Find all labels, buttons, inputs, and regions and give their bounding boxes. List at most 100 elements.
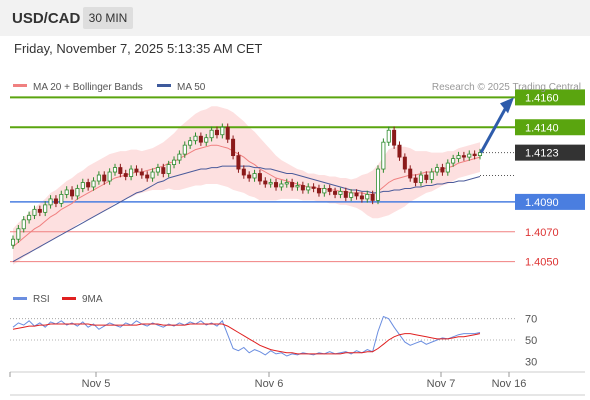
- candle-body: [150, 171, 155, 179]
- resistance-label: 1.4160: [525, 92, 559, 104]
- candle-body: [306, 186, 311, 191]
- bollinger-bands-layer: [13, 106, 480, 265]
- candle-body: [370, 194, 375, 201]
- candle-body: [274, 182, 279, 188]
- rsi-ma-line: [12, 323, 481, 355]
- resistance-tag: [515, 119, 585, 136]
- candle-body: [172, 159, 177, 165]
- candle-body: [37, 208, 42, 213]
- candle-body: [338, 191, 343, 195]
- moving-averages-layer: [12, 144, 481, 263]
- support-label: 1.4070: [525, 227, 559, 239]
- candle-body: [408, 168, 413, 179]
- resistance-label: 1.4140: [525, 122, 559, 134]
- current-price-tag: [515, 144, 585, 161]
- price-levels-layer: [10, 96, 515, 263]
- candle-body: [134, 168, 139, 173]
- candle-body: [27, 214, 32, 221]
- candle-body: [193, 135, 198, 142]
- x-tick-label: Nov 5: [82, 378, 111, 390]
- legend-label: MA 20 + Bollinger Bands: [33, 82, 143, 93]
- x-tick-label: Nov 6: [255, 378, 284, 390]
- support-label: 1.4050: [525, 257, 559, 269]
- candle-body: [182, 144, 187, 155]
- candle-body: [440, 167, 445, 173]
- candle-body: [231, 138, 236, 157]
- candle-body: [327, 188, 332, 192]
- candle-body: [397, 144, 402, 158]
- candle-body: [75, 188, 80, 197]
- header-bar: USD/CAD 30 MIN: [0, 0, 590, 36]
- x-axis: Nov 5 Nov 6 Nov 7 Nov 16: [9, 371, 585, 396]
- candle-body: [64, 189, 69, 195]
- candle-body: [48, 198, 53, 206]
- candle-body: [424, 174, 429, 180]
- candle-body: [59, 194, 64, 204]
- x-tick-label: Nov 7: [427, 378, 456, 390]
- candle-body: [435, 167, 440, 173]
- candles-layer: [10, 123, 483, 249]
- candle-body: [53, 198, 58, 204]
- timeframe-button[interactable]: 30 MIN: [83, 7, 133, 29]
- candle-body: [107, 171, 112, 182]
- candle-body: [21, 219, 26, 230]
- candle-body: [461, 155, 466, 158]
- candle-body: [96, 174, 101, 182]
- candle-body: [268, 182, 273, 185]
- candle-body: [311, 186, 316, 189]
- candle-body: [343, 191, 348, 198]
- legend-swatch: [157, 84, 171, 87]
- candle-body: [166, 164, 171, 174]
- candle-body: [129, 168, 134, 177]
- candle-body: [284, 182, 289, 185]
- ma50-line: [12, 165, 481, 263]
- candle-body: [322, 188, 327, 194]
- candle-body: [467, 153, 472, 158]
- candle-body: [70, 189, 75, 197]
- candle-body: [86, 182, 91, 188]
- candle-body: [413, 177, 418, 183]
- candle-body: [118, 167, 123, 174]
- candle-body: [139, 171, 144, 176]
- rsi-tick-label: 50: [525, 335, 537, 347]
- candle-body: [214, 129, 219, 136]
- rsi-legend-swatch: [13, 297, 27, 300]
- candle-body: [257, 173, 262, 182]
- candle-body: [279, 183, 284, 188]
- ma20-line: [12, 144, 481, 248]
- candle-body: [225, 126, 230, 140]
- rsi-line: [12, 315, 481, 357]
- candle-body: [91, 180, 96, 188]
- candle-body: [155, 167, 160, 173]
- candle-body: [102, 174, 107, 182]
- candle-body: [112, 167, 117, 173]
- rsi-tick-label: 30: [525, 356, 537, 368]
- candle-body: [198, 135, 203, 143]
- candle-body: [295, 185, 300, 188]
- candle-body: [252, 173, 257, 179]
- candle-body: [263, 180, 268, 185]
- candle-body: [123, 173, 128, 177]
- candle-body: [359, 195, 364, 200]
- candle-body: [477, 152, 483, 157]
- candle-body: [472, 153, 477, 157]
- candle-body: [365, 194, 370, 200]
- candle-body: [456, 155, 461, 160]
- candle-body: [376, 168, 381, 201]
- candle-body: [247, 174, 252, 179]
- candle-body: [10, 238, 16, 246]
- forecast-arrow-layer: [479, 97, 514, 154]
- legend-label: MA 50: [177, 82, 206, 93]
- candle-body: [349, 192, 354, 198]
- support-tag: [515, 193, 585, 210]
- candle-body: [429, 171, 434, 180]
- candle-body: [290, 182, 295, 188]
- watermark: Research © 2025 Trading Central: [432, 82, 581, 93]
- candle-body: [177, 153, 182, 161]
- candle-body: [381, 141, 386, 170]
- candle-body: [392, 129, 397, 146]
- price-labels-layer: 1.4160 1.4140 1.4123 1.4090 1.4070 1.4050: [515, 89, 585, 269]
- rsi-legend-label: 9MA: [82, 294, 103, 305]
- legend-swatch: [13, 84, 27, 87]
